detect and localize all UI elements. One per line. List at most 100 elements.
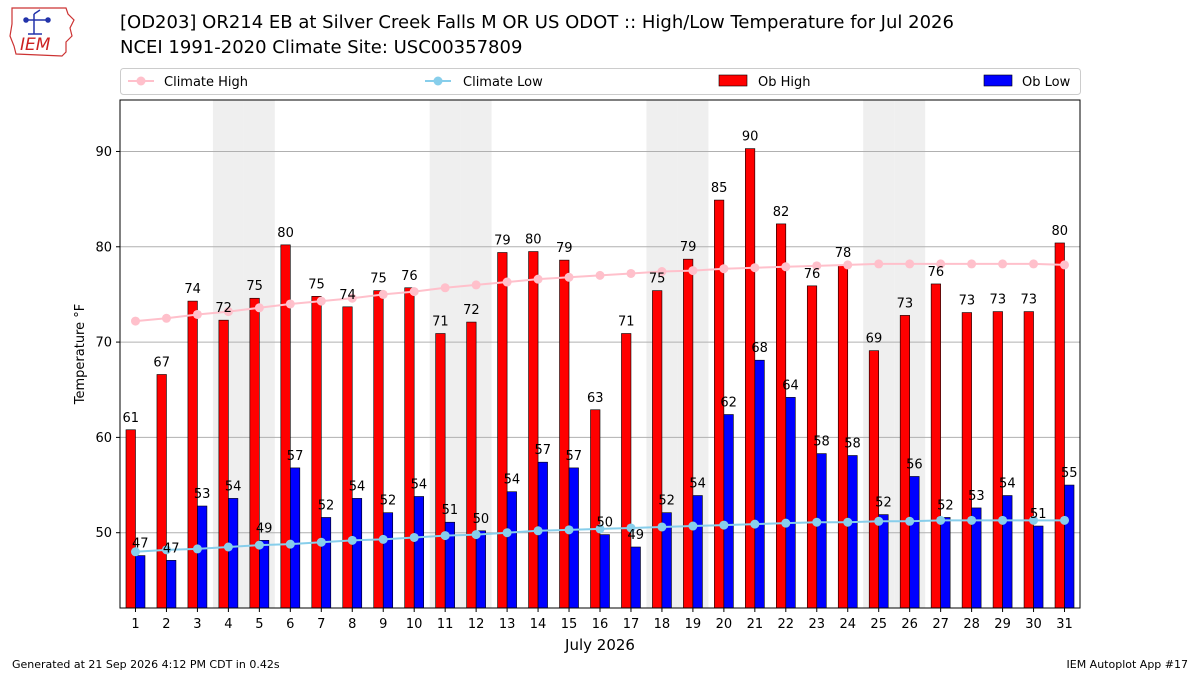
ob-high-label-11: 71 (432, 315, 449, 330)
climate-low-point-5 (254, 540, 264, 550)
weather-station-icon (23, 9, 51, 35)
chart-subtitle: NCEI 1991-2020 Climate Site: USC00357809 (120, 37, 523, 58)
ob-low-bar-6 (290, 467, 301, 609)
climate-high-point-7 (316, 296, 326, 306)
x-tick-label-18: 18 (654, 617, 671, 632)
ob-low-label-28: 53 (968, 489, 985, 504)
ob-low-label-8: 54 (349, 479, 366, 494)
climate-high-point-31 (1060, 260, 1070, 270)
ob-low-label-21: 68 (751, 341, 768, 356)
ob-low-label-19: 54 (689, 477, 706, 492)
x-tick-label-16: 16 (592, 617, 609, 632)
ob-low-bar-15 (568, 467, 579, 609)
legend: Climate High Climate Low Ob High Ob Low (120, 68, 1081, 95)
climate-low-point-3 (192, 544, 202, 554)
climate-high-point-18 (657, 267, 667, 277)
climate-low-point-23 (812, 517, 822, 527)
legend-ob-low-label: Ob Low (1022, 75, 1071, 90)
ob-low-label-14: 57 (535, 443, 552, 458)
climate-high-point-3 (192, 309, 202, 319)
ob-low-bar-14 (537, 461, 548, 609)
ob-high-label-22: 82 (773, 205, 790, 220)
x-tick-label-27: 27 (932, 617, 949, 632)
ob-low-label-23: 58 (813, 435, 830, 450)
ob-high-label-6: 80 (277, 226, 294, 241)
legend-climate-high-marker (136, 76, 146, 86)
climate-low-point-26 (905, 516, 915, 526)
x-tick-label-20: 20 (716, 617, 733, 632)
ob-high-label-28: 73 (959, 294, 976, 309)
ob-low-label-5: 49 (256, 521, 273, 536)
ob-high-label-5: 75 (246, 279, 263, 294)
chart-title: [OD203] OR214 EB at Silver Creek Falls M… (120, 12, 954, 33)
ob-high-bar-22 (776, 223, 787, 609)
x-tick-label-3: 3 (193, 617, 201, 632)
ob-low-label-4: 54 (225, 479, 242, 494)
ob-high-bar-28 (961, 312, 972, 609)
ob-high-label-9: 75 (370, 272, 387, 287)
climate-low-point-9 (378, 534, 388, 544)
x-tick-label-14: 14 (530, 617, 547, 632)
ob-high-label-13: 79 (494, 233, 511, 248)
climate-high-point-11 (440, 283, 450, 293)
ob-low-label-16: 50 (596, 516, 613, 531)
ob-high-label-1: 61 (122, 411, 139, 426)
ob-low-bar-16 (599, 534, 610, 609)
ob-high-bar-5 (249, 297, 260, 609)
ob-high-bar-12 (466, 321, 477, 609)
ob-high-bar-16 (590, 409, 601, 609)
ob-high-bar-11 (435, 333, 446, 609)
ob-low-label-31: 55 (1061, 466, 1078, 481)
ob-low-bar-23 (816, 453, 827, 609)
legend-frame (120, 68, 1081, 95)
climate-high-point-22 (781, 262, 791, 272)
ob-low-bar-2 (166, 560, 177, 609)
climate-low-point-31 (1060, 515, 1070, 525)
ob-high-bar-14 (528, 251, 539, 609)
ob-low-bar-8 (351, 498, 363, 609)
ob-low-label-26: 56 (906, 457, 923, 472)
ob-low-label-24: 58 (844, 437, 861, 452)
climate-low-point-6 (285, 539, 295, 549)
ob-high-bar-27 (930, 283, 941, 609)
ob-high-label-29: 73 (990, 293, 1007, 308)
ob-high-label-14: 80 (525, 233, 542, 248)
ob-high-bar-25 (868, 350, 880, 609)
x-axis-label: July 2026 (564, 636, 635, 654)
ob-high-label-10: 76 (401, 269, 418, 284)
x-tick-label-7: 7 (317, 617, 325, 632)
ob-low-bar-25 (878, 514, 889, 609)
climate-high-point-21 (750, 263, 760, 273)
x-tick-label-13: 13 (499, 617, 516, 632)
ob-low-bar-3 (197, 505, 208, 609)
climate-high-point-9 (378, 289, 388, 299)
climate-low-point-8 (347, 535, 357, 545)
climate-low-point-10 (409, 532, 419, 542)
ob-high-bar-3 (187, 300, 198, 609)
y-tick-label-80: 80 (95, 240, 112, 255)
ob-low-label-30: 51 (1030, 507, 1047, 522)
climate-low-point-15 (564, 525, 574, 535)
ob-high-label-12: 72 (463, 303, 480, 318)
ob-high-bar-21 (745, 148, 756, 609)
x-tick-label-19: 19 (685, 617, 702, 632)
ob-high-label-4: 72 (215, 301, 232, 316)
x-tick-label-17: 17 (623, 617, 640, 632)
climate-high-point-24 (843, 260, 853, 270)
ob-high-bar-19 (683, 258, 694, 609)
legend-ob-high: Ob High (718, 74, 811, 90)
ob-low-bar-7 (320, 517, 332, 609)
ob-low-label-13: 54 (504, 473, 521, 488)
climate-high-point-27 (936, 259, 946, 269)
climate-high-point-4 (223, 307, 233, 317)
climate-low-point-4 (223, 542, 233, 552)
ob-high-bar-8 (342, 306, 353, 609)
ob-high-label-26: 73 (897, 296, 914, 311)
iem-logo: IEM (9, 7, 75, 57)
climate-high-point-1 (130, 316, 140, 326)
climate-low-point-11 (440, 531, 450, 541)
ob-low-bar-30 (1033, 525, 1044, 609)
x-tick-label-10: 10 (406, 617, 423, 632)
climate-high-point-20 (719, 264, 729, 274)
ob-high-bar-9 (373, 290, 384, 609)
